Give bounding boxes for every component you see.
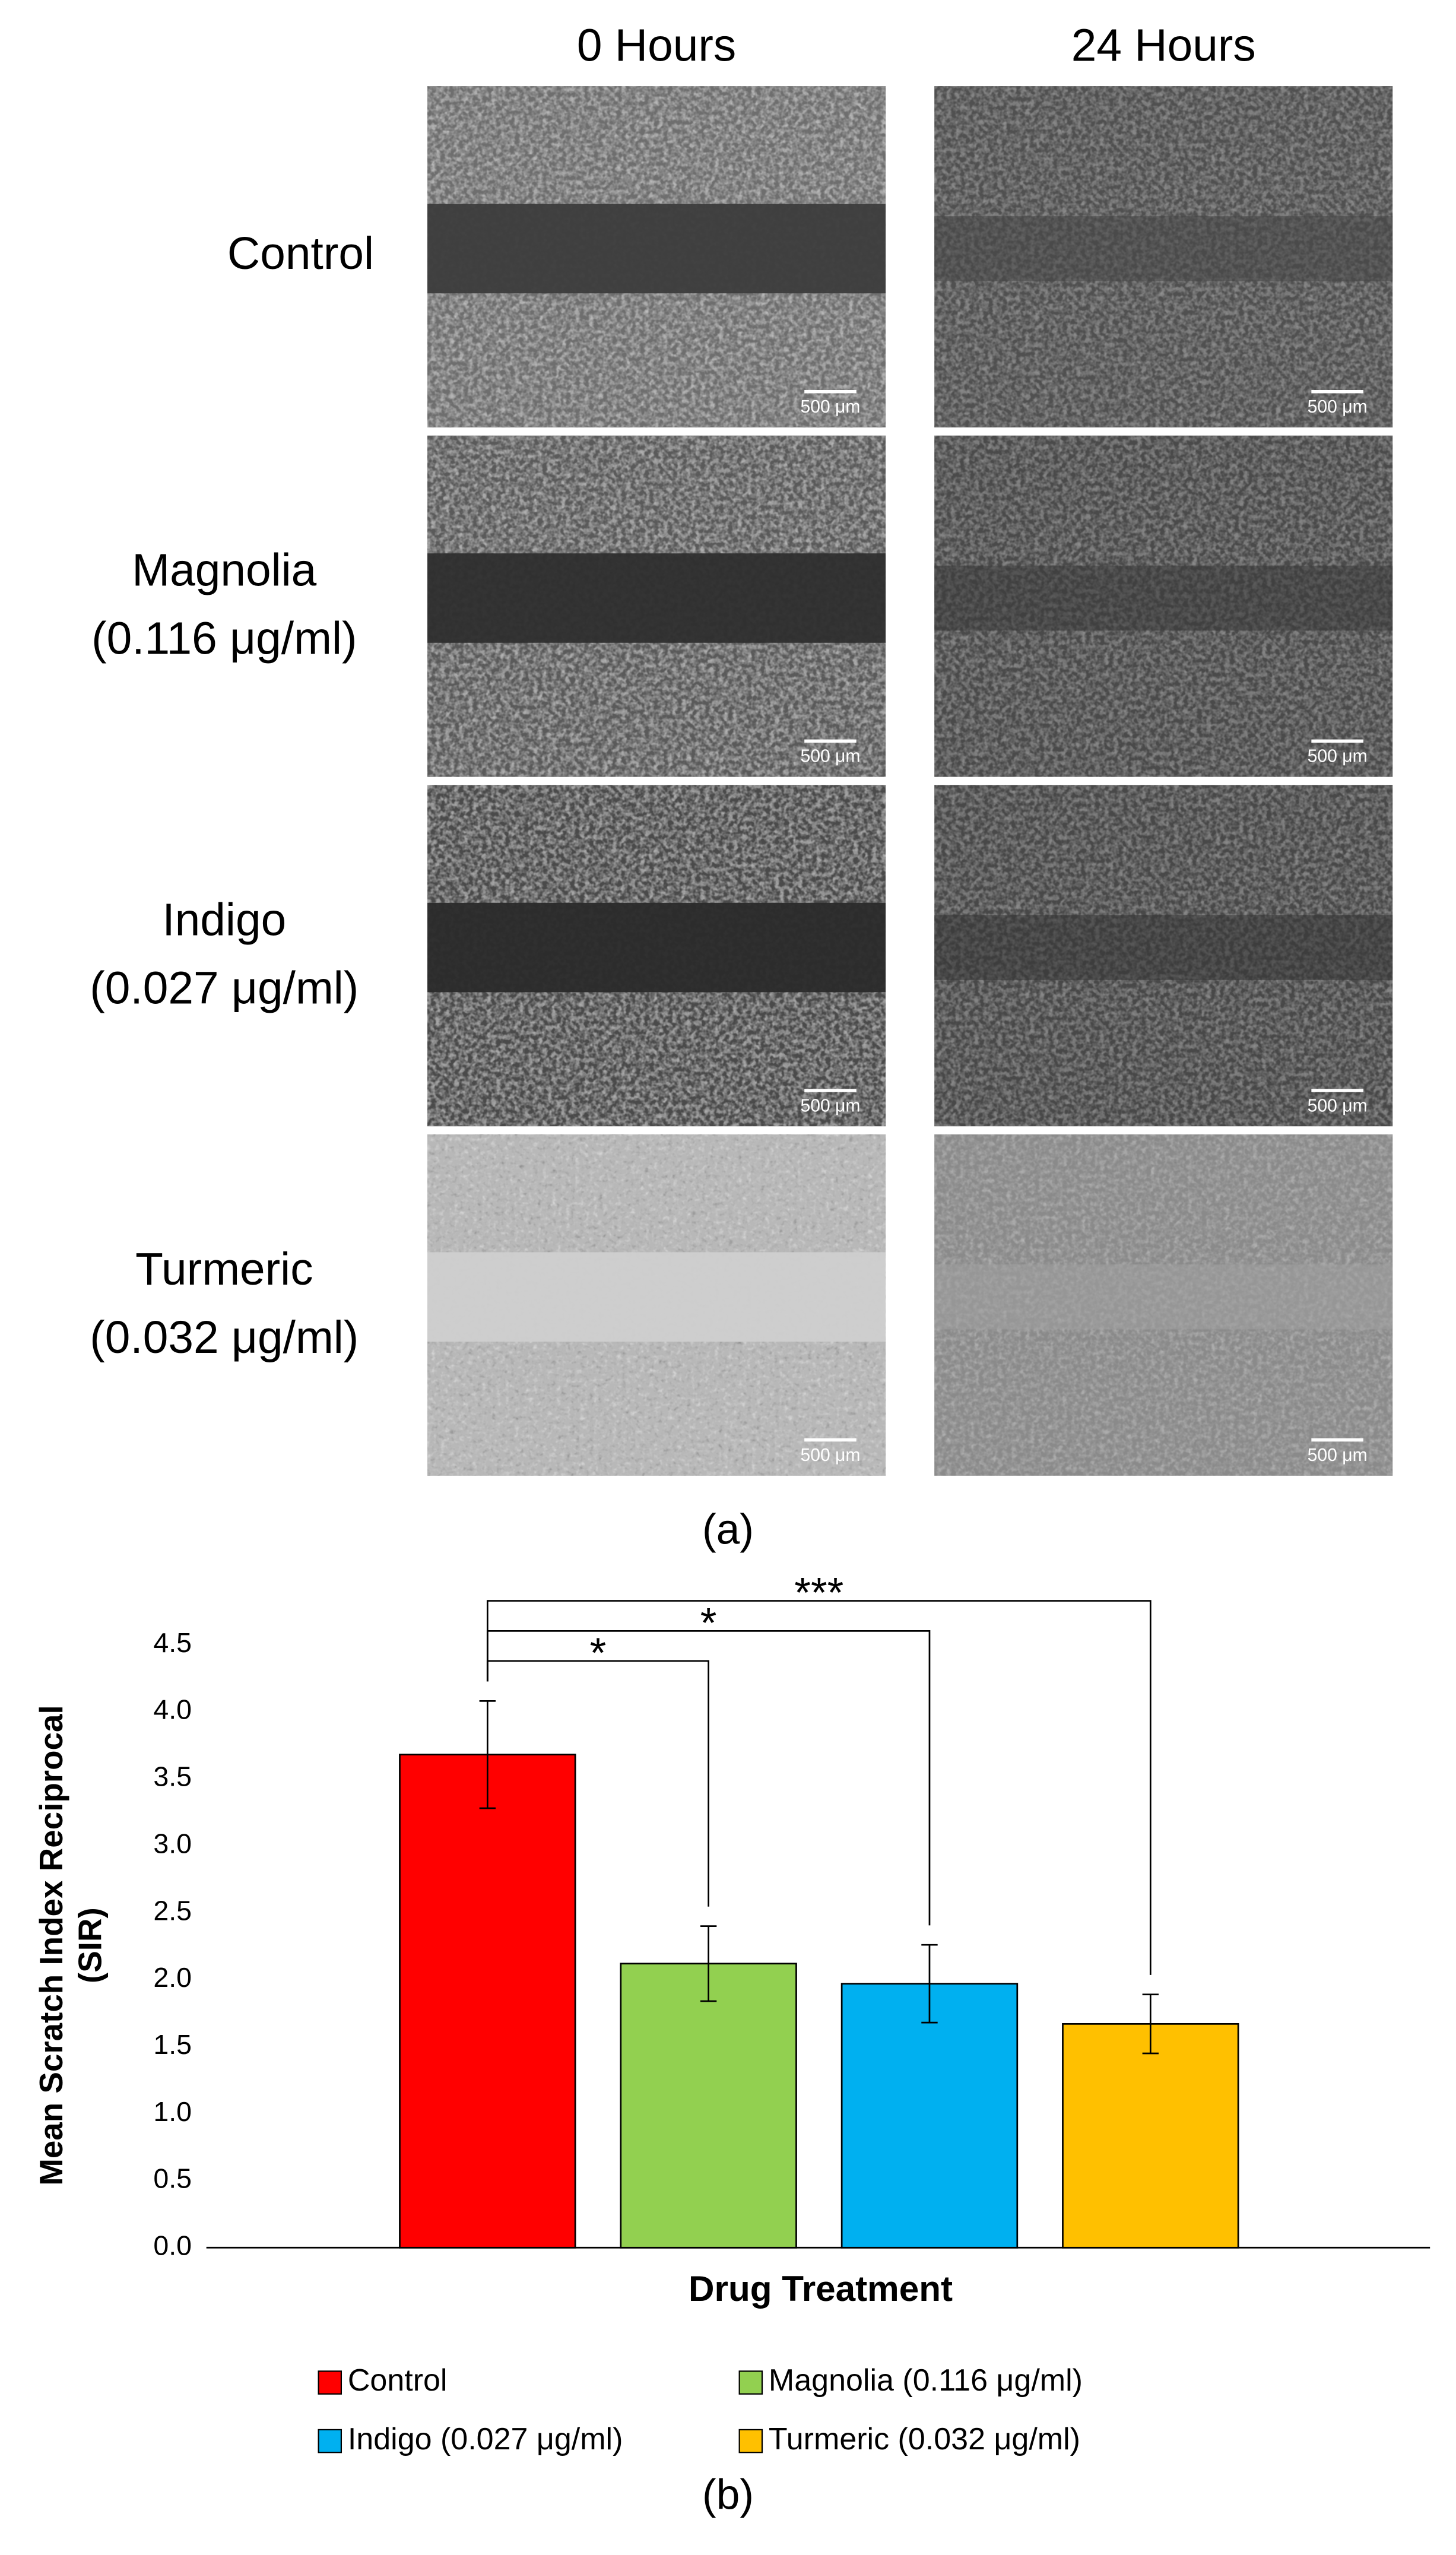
legend-swatch bbox=[738, 2370, 763, 2395]
row-label-dose: (0.032 μg/ml) bbox=[90, 1313, 359, 1363]
y-tick-label: 4.5 bbox=[153, 1627, 192, 1658]
row-label: Magnolia bbox=[132, 546, 316, 596]
scale-bar-label: 500 μm bbox=[800, 1445, 860, 1465]
significance-label: * bbox=[700, 1600, 717, 1647]
bar bbox=[840, 1983, 1019, 2249]
legend-swatch bbox=[738, 2429, 763, 2453]
legend-swatch bbox=[318, 2429, 342, 2453]
legend-swatch bbox=[318, 2370, 342, 2395]
row-label: Indigo bbox=[162, 895, 286, 945]
scale-bar-label: 500 μm bbox=[1308, 1445, 1368, 1465]
y-tick-label: 0.0 bbox=[153, 2230, 192, 2261]
significance-label: *** bbox=[794, 1570, 843, 1616]
row-label-dose: (0.116 μg/ml) bbox=[91, 614, 357, 664]
scratch-gap bbox=[934, 216, 1393, 281]
micrograph-grid: 0 Hours 24 Hours Control 500 μm 500 μm Magnol… bbox=[90, 20, 1393, 1553]
y-tick-label: 0.5 bbox=[153, 2163, 192, 2194]
y-tick-label: 1.0 bbox=[153, 2096, 192, 2127]
scratch-gap bbox=[427, 204, 886, 294]
x-axis-title: Drug Treatment bbox=[689, 2268, 953, 2309]
row-label-dose: (0.027 μg/ml) bbox=[90, 963, 359, 1013]
scratch-gap bbox=[934, 565, 1393, 631]
scale-bar-label: 500 μm bbox=[800, 1096, 860, 1115]
bar bbox=[399, 1754, 576, 2249]
y-axis-title: (SIR) bbox=[72, 1907, 109, 1983]
error-bar bbox=[1142, 1993, 1159, 2055]
row-label: Turmeric bbox=[135, 1244, 313, 1295]
y-tick-label: 2.5 bbox=[153, 1895, 192, 1926]
scale-bar-label: 500 μm bbox=[800, 397, 860, 417]
error-bar bbox=[700, 1925, 717, 2002]
error-bar bbox=[479, 1700, 496, 1809]
legend-label: Turmeric (0.032 μg/ml) bbox=[769, 2422, 1080, 2456]
y-tick-label: 3.5 bbox=[153, 1761, 192, 1792]
bar-chart: 0.00.51.01.52.02.53.03.54.04.5 *****Drug … bbox=[33, 1570, 1430, 2519]
y-tick-label: 4.0 bbox=[153, 1694, 192, 1725]
scratch-gap bbox=[934, 915, 1393, 980]
column-header: 0 Hours bbox=[577, 20, 736, 71]
column-header: 24 Hours bbox=[1071, 20, 1256, 71]
row-label: Control bbox=[227, 229, 374, 279]
scale-bar-label: 500 μm bbox=[1308, 397, 1368, 417]
y-tick-label: 3.0 bbox=[153, 1828, 192, 1859]
legend-label: Indigo (0.027 μg/ml) bbox=[348, 2422, 623, 2456]
scale-bar-label: 500 μm bbox=[800, 747, 860, 766]
scratch-gap bbox=[427, 553, 886, 643]
scratch-gap bbox=[934, 1264, 1393, 1330]
significance-bracket bbox=[486, 1600, 1152, 1975]
scale-bar-label: 500 μm bbox=[1308, 747, 1368, 766]
significance-label: * bbox=[590, 1630, 607, 1677]
bar bbox=[1062, 2023, 1239, 2249]
panel-label: (a) bbox=[702, 1506, 754, 1553]
legend-label: Control bbox=[348, 2363, 448, 2398]
scale-bar-label: 500 μm bbox=[1308, 1096, 1368, 1115]
y-axis-title: Mean Scratch Index Reciprocal bbox=[33, 1705, 69, 2185]
error-bar bbox=[921, 1944, 938, 2024]
bar bbox=[620, 1963, 797, 2249]
scratch-gap bbox=[427, 1252, 886, 1342]
y-tick-label: 2.0 bbox=[153, 1962, 192, 1993]
panel-label: (b) bbox=[702, 2472, 754, 2519]
y-tick-label: 1.5 bbox=[153, 2029, 192, 2060]
legend-label: Magnolia (0.116 μg/ml) bbox=[769, 2363, 1083, 2398]
scratch-gap bbox=[427, 902, 886, 993]
